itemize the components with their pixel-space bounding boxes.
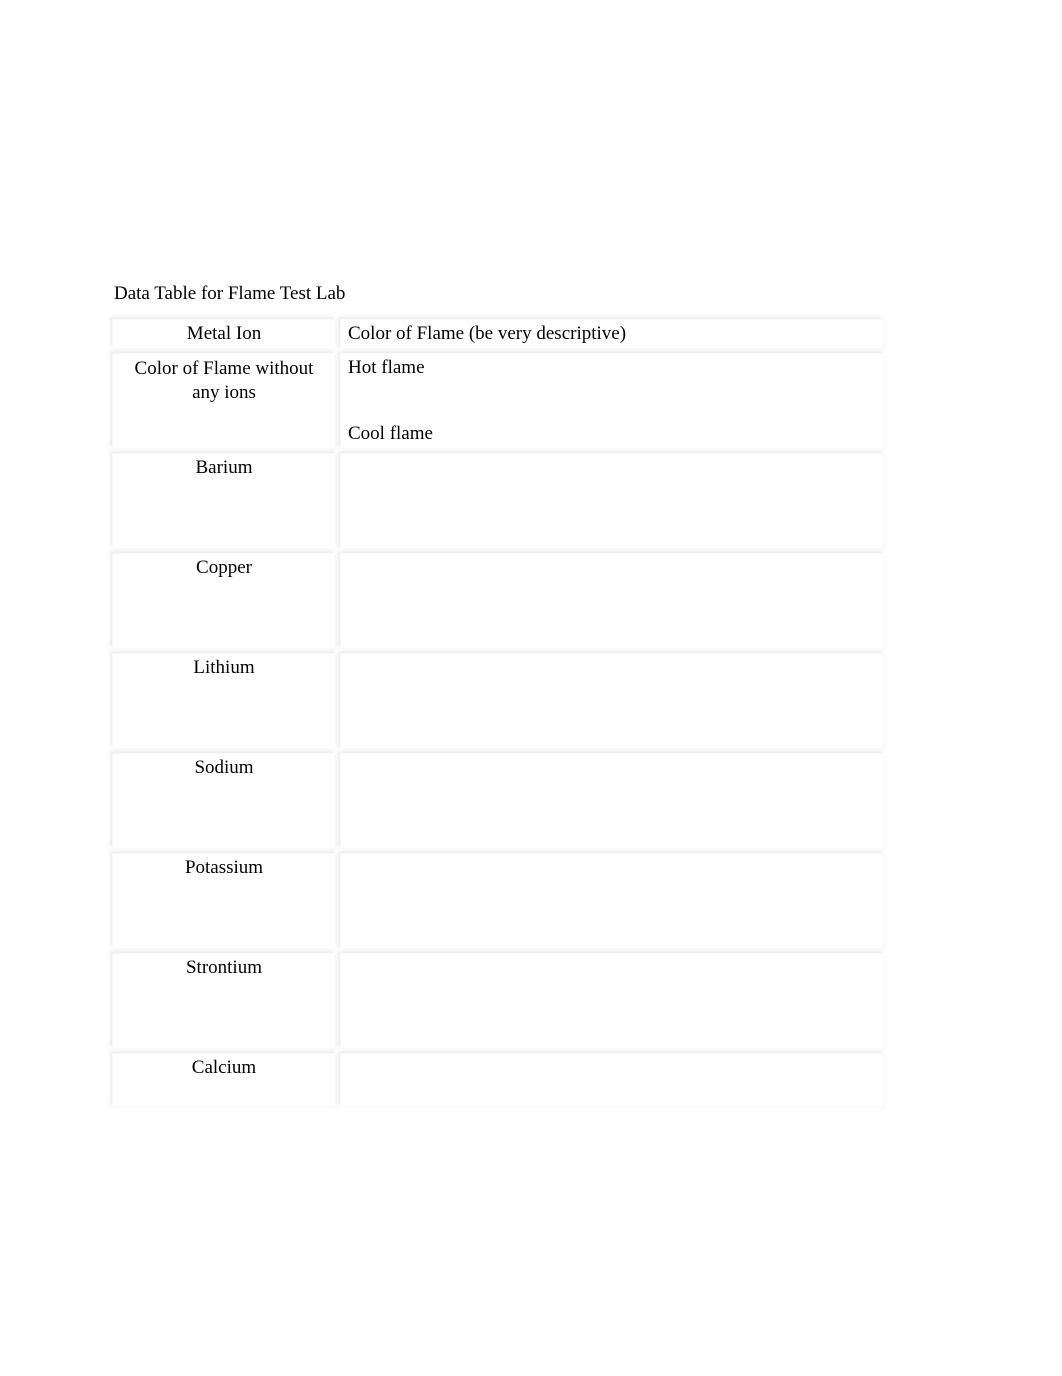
cell-ion-name: Calcium bbox=[112, 1053, 336, 1107]
cell-ion-color bbox=[340, 653, 884, 749]
document-content: Data Table for Flame Test Lab Metal Ion … bbox=[108, 283, 888, 1111]
cell-ion-name: Barium bbox=[112, 453, 336, 549]
cell-ion-color bbox=[340, 953, 884, 1049]
table-row: Copper bbox=[112, 553, 884, 649]
table-row: Calcium bbox=[112, 1053, 884, 1107]
column-header-flame-color: Color of Flame (be very descriptive) bbox=[340, 319, 884, 349]
table-row: Sodium bbox=[112, 753, 884, 849]
table-row-no-ions: Color of Flame without any ions Hot flam… bbox=[112, 353, 884, 449]
hot-flame-label: Hot flame bbox=[348, 357, 876, 379]
cell-ion-color bbox=[340, 1053, 884, 1107]
table-header-row: Metal Ion Color of Flame (be very descri… bbox=[112, 319, 884, 349]
table-title: Data Table for Flame Test Lab bbox=[108, 283, 888, 305]
cell-ion-color bbox=[340, 853, 884, 949]
table-row: Barium bbox=[112, 453, 884, 549]
cool-flame-label: Cool flame bbox=[348, 423, 876, 445]
cell-ion-color bbox=[340, 453, 884, 549]
cell-no-ions-value: Hot flame Cool flame bbox=[340, 353, 884, 449]
table-row: Strontium bbox=[112, 953, 884, 1049]
cell-ion-name: Sodium bbox=[112, 753, 336, 849]
cell-ion-color bbox=[340, 553, 884, 649]
cell-ion-color bbox=[340, 753, 884, 849]
table-row: Potassium bbox=[112, 853, 884, 949]
cell-ion-name: Strontium bbox=[112, 953, 336, 1049]
cell-no-ions-label: Color of Flame without any ions bbox=[112, 353, 336, 449]
cell-ion-name: Potassium bbox=[112, 853, 336, 949]
cell-ion-name: Lithium bbox=[112, 653, 336, 749]
column-header-metal-ion: Metal Ion bbox=[112, 319, 336, 349]
hot-cool-container: Hot flame Cool flame bbox=[348, 357, 876, 445]
cell-ion-name: Copper bbox=[112, 553, 336, 649]
flame-test-table: Metal Ion Color of Flame (be very descri… bbox=[108, 315, 888, 1111]
table-row: Lithium bbox=[112, 653, 884, 749]
